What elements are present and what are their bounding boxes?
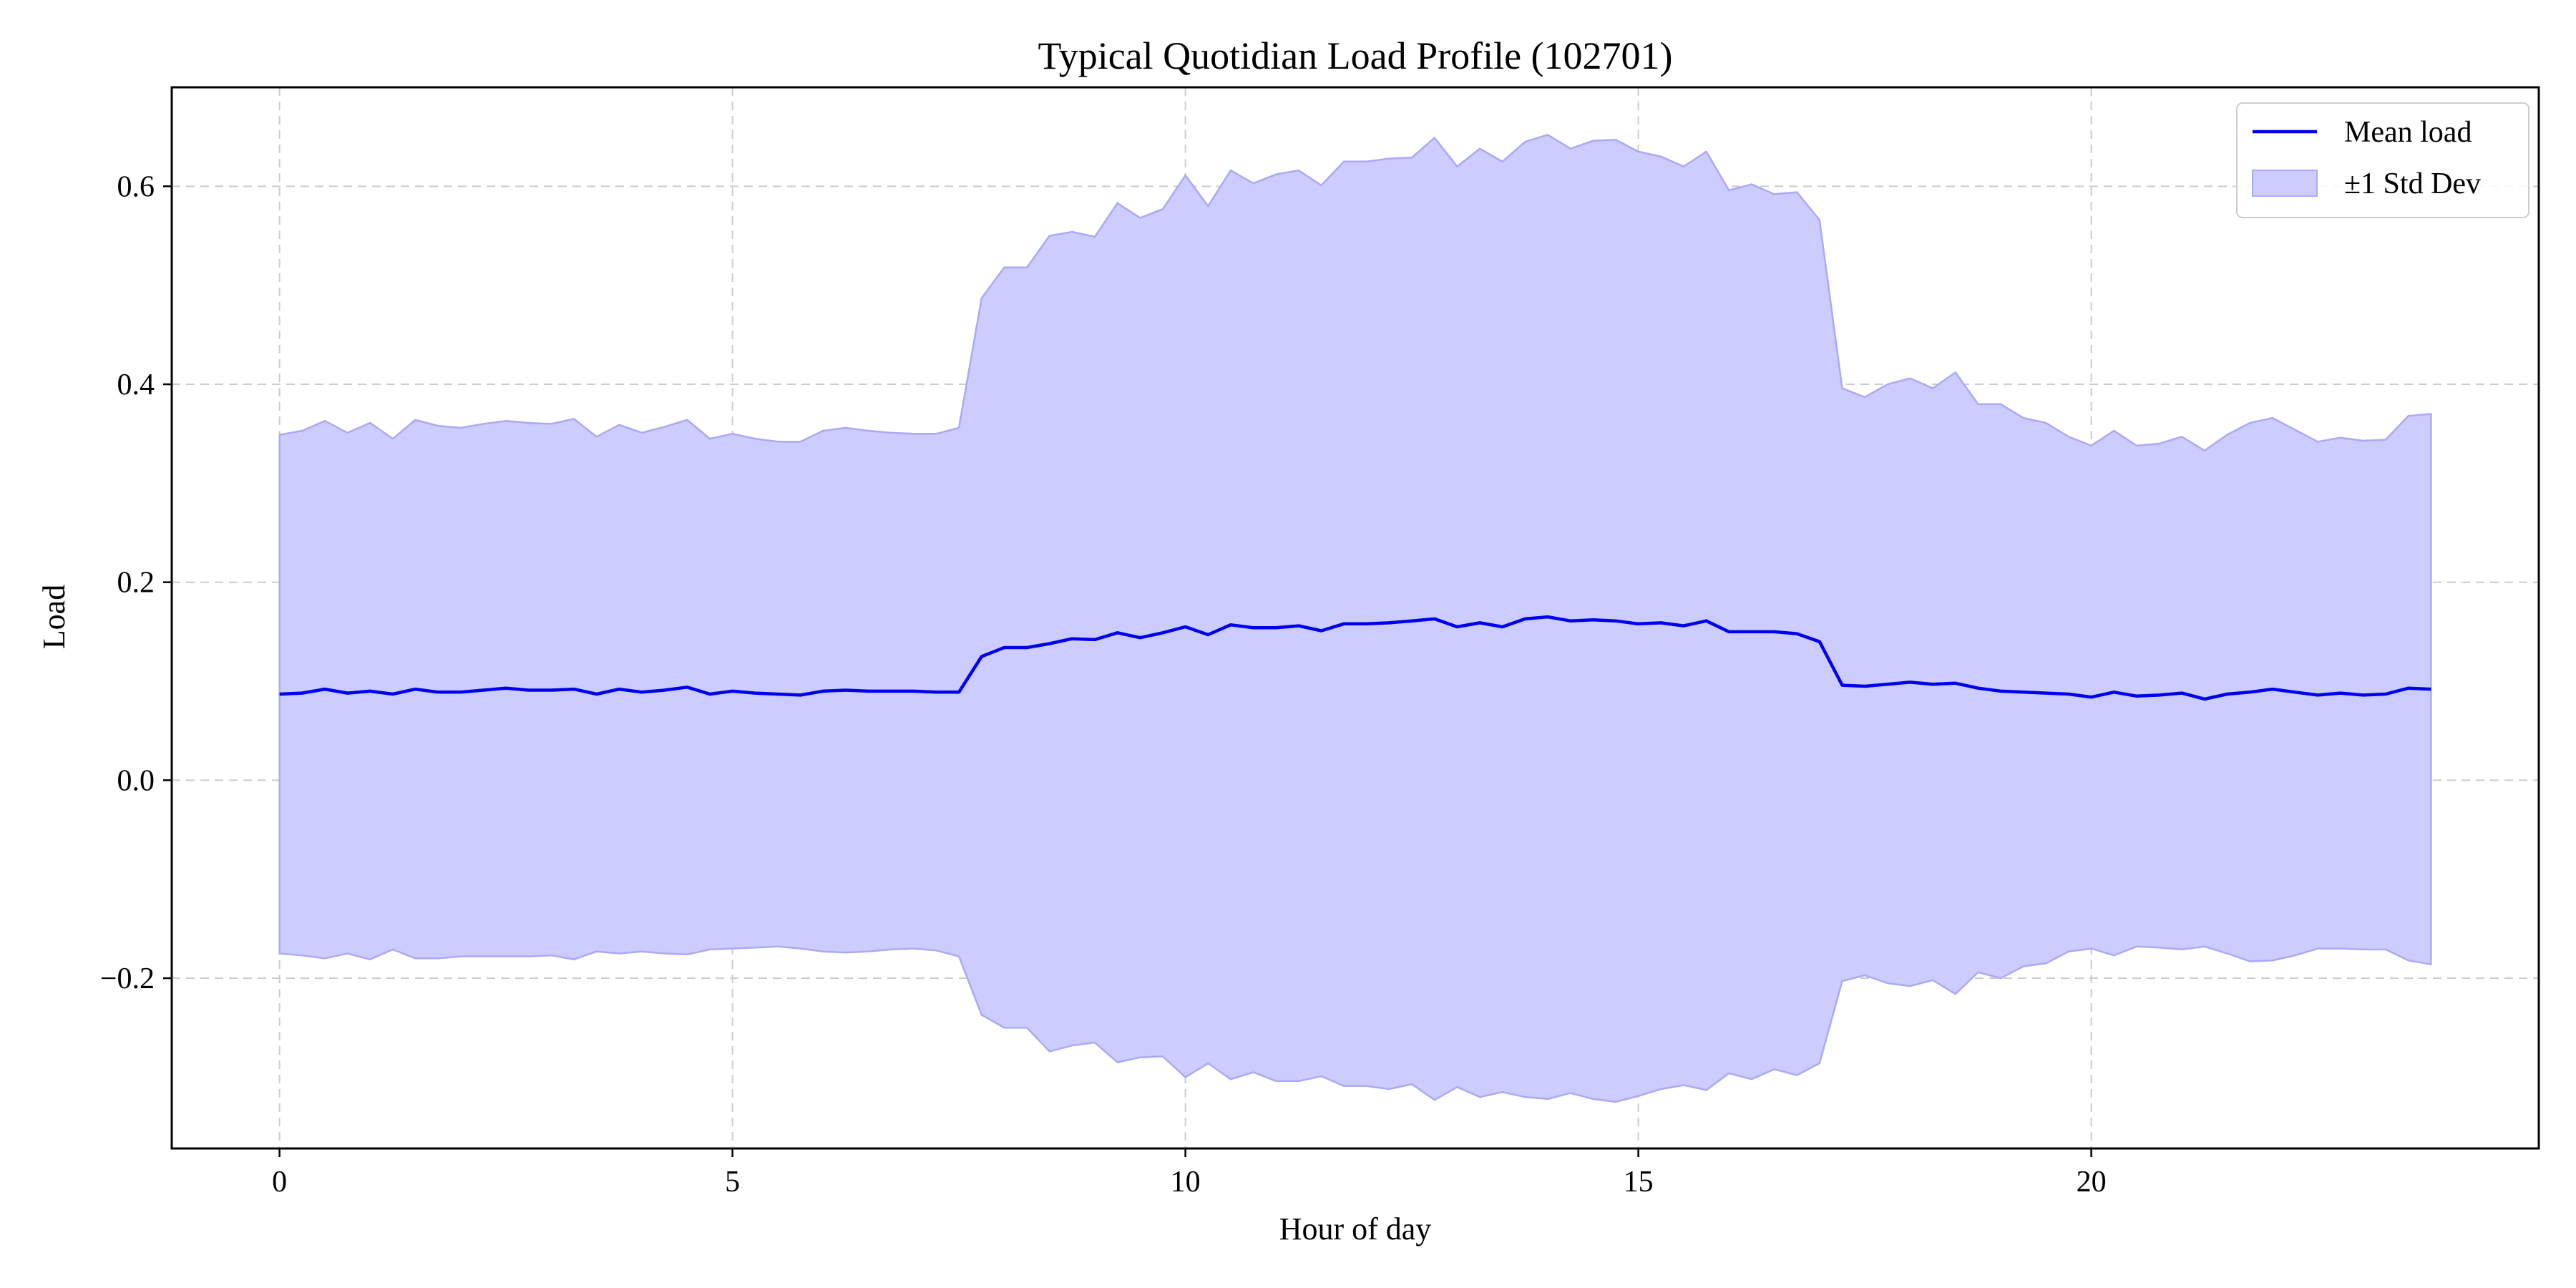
y-tick-label: 0.2: [117, 567, 155, 600]
x-axis-label: Hour of day: [1279, 1211, 1432, 1246]
legend-mean-label: Mean load: [2344, 116, 2472, 149]
x-tick-label: 20: [2077, 1166, 2107, 1199]
x-axis: 0 5 10 15 20: [272, 1148, 2107, 1199]
x-tick-label: 5: [725, 1166, 740, 1199]
x-tick-label: 0: [272, 1166, 287, 1199]
x-tick-label: 15: [1624, 1166, 1654, 1199]
mean-load-line: [279, 615, 2431, 701]
y-tick-label: 0.4: [117, 369, 155, 401]
chart-title: Typical Quotidian Load Profile (102701): [1038, 34, 1672, 77]
y-tick-label: −0.2: [100, 962, 155, 995]
x-tick-label: 10: [1171, 1166, 1201, 1199]
y-axis: −0.2 0.0 0.2 0.4 0.6: [100, 170, 172, 995]
std-dev-band: [278, 134, 2432, 1103]
plot-frame: [170, 86, 2540, 1150]
y-tick-label: 0.0: [117, 764, 155, 797]
legend-band-swatch: [2252, 170, 2318, 197]
legend-band-label: ±1 Std Dev: [2344, 167, 2481, 200]
y-axis-label: Load: [36, 585, 72, 649]
legend: Mean load ±1 Std Dev: [2236, 102, 2529, 218]
y-tick-label: 0.6: [117, 170, 155, 203]
